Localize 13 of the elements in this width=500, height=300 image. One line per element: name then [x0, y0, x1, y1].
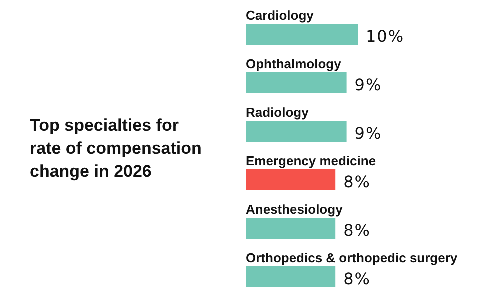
data-label: 8% — [344, 221, 371, 240]
data-label: 9% — [354, 124, 382, 143]
y-tick-label: Orthopedics & orthopedic surgery — [246, 250, 458, 266]
y-tick-label: Ophthalmology — [246, 56, 342, 72]
y-tick-label: Radiology — [246, 105, 310, 120]
data-label: 9% — [354, 76, 382, 94]
data-label: 10% — [366, 27, 405, 46]
data-label: 8% — [344, 270, 371, 288]
text: Top specialties for rate of compensation change in 2026 — [30, 116, 202, 181]
data-label: 8% — [344, 172, 371, 192]
y-tick-label: Anesthesiology — [246, 202, 344, 217]
y-tick-label: Emergency medicine — [246, 154, 376, 168]
y-tick-label: Cardiology — [246, 8, 315, 23]
